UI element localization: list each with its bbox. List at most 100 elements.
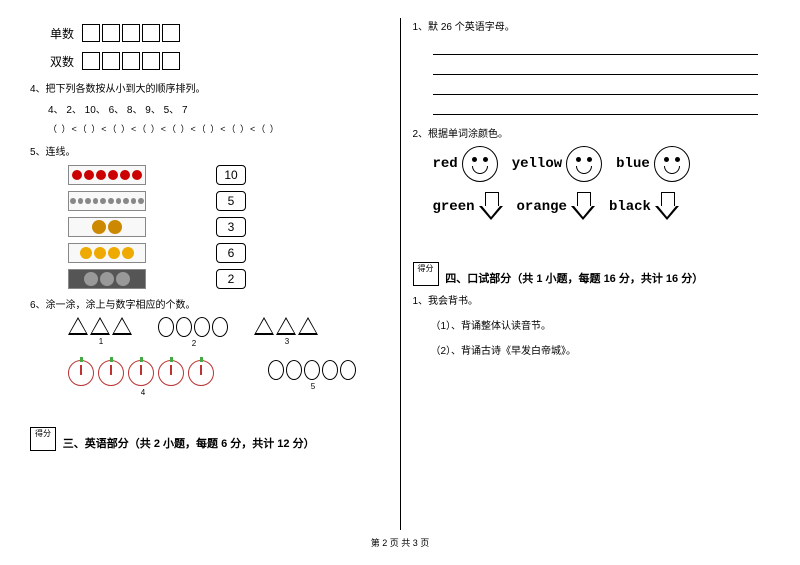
left-column: 单数 双数 4、把下列各数按从小到大的顺序排列。 4、 2、 10、 6、 8、… (30, 18, 401, 530)
apple-icon (128, 360, 154, 386)
odd-row: 单数 (50, 24, 388, 42)
apple-icon (188, 360, 214, 386)
match-area: 10 5 3 6 2 (68, 164, 388, 290)
page-footer: 第 2 页 共 3 页 (0, 530, 800, 549)
q4-title: 4、把下列各数按从小到大的顺序排列。 (30, 80, 388, 95)
answer-box[interactable] (122, 52, 140, 70)
section-3-title: 三、英语部分（共 2 小题，每题 6 分，共计 12 分） (63, 438, 315, 450)
color-word: green (433, 199, 475, 215)
oval-icon (340, 360, 356, 380)
arrow-icon (655, 192, 679, 222)
score-box: 得分 (413, 262, 439, 286)
caption: 2 (158, 339, 230, 348)
answer-box[interactable] (102, 24, 120, 42)
triangle-icon (276, 317, 296, 335)
color-word: orange (517, 199, 567, 215)
right-column: 1、默 26 个英语字母。 2、根据单词涂颜色。 red yellow blue… (401, 18, 771, 530)
picture-icon (68, 243, 146, 263)
triangle-icon (298, 317, 318, 335)
blank-line[interactable] (433, 59, 759, 75)
answer-box[interactable] (162, 24, 180, 42)
match-row: 2 (68, 268, 388, 290)
q5-title: 5、连线。 (30, 143, 388, 158)
color-word: red (433, 156, 458, 172)
color-word: blue (616, 156, 650, 172)
answer-box[interactable] (162, 52, 180, 70)
number-box: 5 (216, 191, 246, 211)
shape-groups: 1 2 3 (68, 317, 388, 348)
match-row: 6 (68, 242, 388, 264)
match-row: 10 (68, 164, 388, 186)
picture-icon (68, 269, 146, 289)
face-icon (462, 146, 498, 182)
oval-group: 5 (268, 360, 358, 397)
oval-icon (268, 360, 284, 380)
section-4-title: 四、口试部分（共 1 小题，每题 16 分，共计 16 分） (445, 273, 703, 285)
picture-icon (68, 217, 146, 237)
caption: 5 (268, 382, 358, 391)
oval-icon (176, 317, 192, 337)
color-row-2: green orange black (433, 192, 771, 222)
number-box: 3 (216, 217, 246, 237)
shape-group: 3 (254, 317, 320, 348)
r-s4-1b: （2）、背诵古诗《早发白帝城》。 (413, 342, 771, 357)
r-s4-1: 1、我会背书。 (413, 292, 771, 307)
arrow-icon (479, 192, 503, 222)
answer-box[interactable] (102, 52, 120, 70)
even-row: 双数 (50, 52, 388, 70)
apple-row: 4 5 (68, 360, 388, 397)
color-word: yellow (512, 156, 562, 172)
section-4-header: 得分 四、口试部分（共 1 小题，每题 16 分，共计 16 分） (413, 262, 771, 286)
q6-title: 6、涂一涂，涂上与数字相应的个数。 (30, 296, 388, 311)
answer-box[interactable] (82, 52, 100, 70)
match-row: 3 (68, 216, 388, 238)
oval-icon (286, 360, 302, 380)
odd-label: 单数 (50, 25, 74, 42)
section-3-header: 得分 三、英语部分（共 2 小题，每题 6 分，共计 12 分） (30, 427, 388, 451)
apple-icon (68, 360, 94, 386)
r-s4-1a: （1）、背诵整体认读音节。 (413, 317, 771, 332)
picture-icon (68, 165, 146, 185)
face-icon (654, 146, 690, 182)
color-row-1: red yellow blue (433, 146, 771, 182)
caption: 3 (254, 337, 320, 346)
number-box: 2 (216, 269, 246, 289)
answer-box[interactable] (82, 24, 100, 42)
arrow-icon (571, 192, 595, 222)
answer-box[interactable] (142, 24, 160, 42)
color-word: black (609, 199, 651, 215)
even-label: 双数 (50, 53, 74, 70)
blank-line[interactable] (433, 79, 759, 95)
oval-icon (304, 360, 320, 380)
shape-group: 1 (68, 317, 134, 348)
oval-icon (194, 317, 210, 337)
triangle-icon (90, 317, 110, 335)
apple-group: 4 (68, 360, 218, 397)
shape-group: 2 (158, 317, 230, 348)
number-box: 10 (216, 165, 246, 185)
answer-box[interactable] (122, 24, 140, 42)
page-columns: 单数 双数 4、把下列各数按从小到大的顺序排列。 4、 2、 10、 6、 8、… (0, 0, 800, 530)
caption: 1 (68, 337, 134, 346)
r-q2: 2、根据单词涂颜色。 (413, 125, 771, 140)
triangle-icon (254, 317, 274, 335)
oval-icon (212, 317, 228, 337)
oval-icon (322, 360, 338, 380)
blank-line[interactable] (433, 99, 759, 115)
q4-brackets: （ ）<（ ）<（ ）<（ ）<（ ）<（ ）<（ ）<（ ） (48, 122, 388, 135)
triangle-icon (68, 317, 88, 335)
q4-numbers: 4、 2、 10、 6、 8、 9、 5、 7 (30, 101, 388, 116)
match-row: 5 (68, 190, 388, 212)
oval-icon (158, 317, 174, 337)
number-box: 6 (216, 243, 246, 263)
caption: 4 (68, 388, 218, 397)
blank-line[interactable] (433, 39, 759, 55)
score-box: 得分 (30, 427, 56, 451)
apple-icon (158, 360, 184, 386)
apple-icon (98, 360, 124, 386)
answer-box[interactable] (142, 52, 160, 70)
triangle-icon (112, 317, 132, 335)
picture-icon (68, 191, 146, 211)
r-q1: 1、默 26 个英语字母。 (413, 18, 771, 33)
face-icon (566, 146, 602, 182)
